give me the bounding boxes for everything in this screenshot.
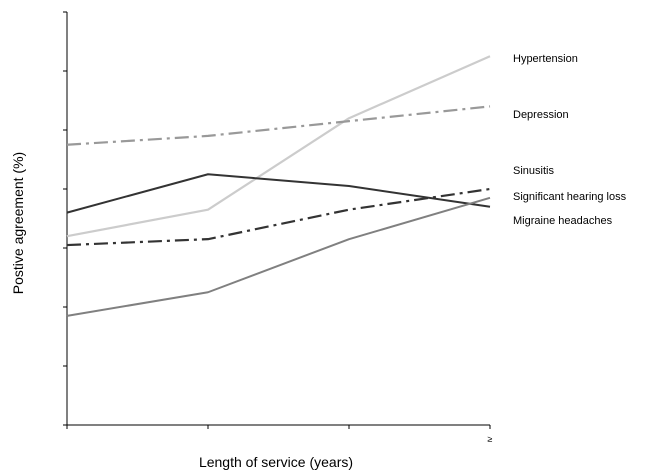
x-tick-label: ≥ — [488, 434, 493, 444]
label-sinusitis: Sinusitis — [513, 165, 554, 177]
label-significant-hearing-loss: Significant hearing loss — [513, 191, 627, 203]
series-layer — [66, 55, 491, 317]
series-line-sinusitis — [66, 173, 491, 214]
y-axis-title: Postive agreement (%) — [10, 152, 26, 294]
series-line-depression — [66, 105, 491, 146]
axes: ≥ — [63, 11, 493, 444]
series-line-hypertension — [66, 55, 491, 238]
label-depression: Depression — [513, 109, 569, 121]
label-migraine-headaches: Migraine headaches — [513, 215, 613, 227]
x-axis-title: Length of service (years) — [199, 454, 353, 470]
series-line-migraine-headaches — [66, 196, 491, 317]
series-line-significant-hearing-loss — [66, 187, 491, 247]
label-hypertension: Hypertension — [513, 53, 578, 65]
legend-labels: Hypertension Depression Sinusitis Significa… — [513, 53, 627, 227]
